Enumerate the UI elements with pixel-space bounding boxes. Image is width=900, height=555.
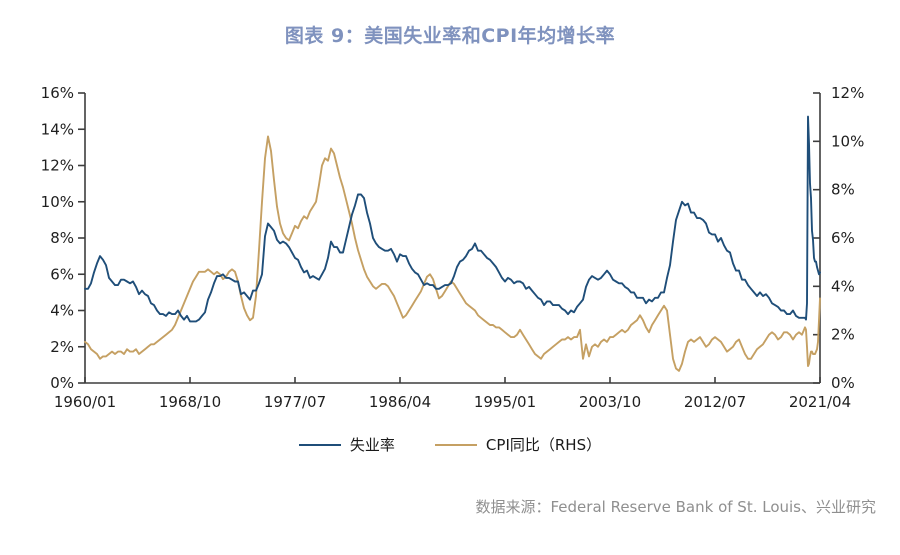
svg-text:16%: 16% bbox=[41, 84, 74, 102]
chart-title: 图表 9：美国失业率和CPI年均增长率 bbox=[284, 25, 616, 47]
svg-text:10%: 10% bbox=[831, 132, 864, 150]
series-lines bbox=[84, 115, 821, 372]
chart-axes bbox=[84, 93, 821, 384]
legend-item-unemployment: 失业率 bbox=[298, 434, 395, 455]
svg-text:2%: 2% bbox=[50, 338, 74, 356]
cpi-line-swatch bbox=[434, 443, 477, 446]
data-source-note: 数据来源：Federal Reserve Bank of St. Louis、兴… bbox=[475, 498, 876, 516]
svg-text:4%: 4% bbox=[50, 302, 74, 320]
svg-text:2012/07: 2012/07 bbox=[684, 393, 746, 411]
svg-text:12%: 12% bbox=[41, 157, 74, 175]
svg-text:1960/01: 1960/01 bbox=[54, 393, 116, 411]
cpi-legend-label: CPI同比（RHS） bbox=[485, 436, 602, 454]
unemployment-line bbox=[84, 115, 821, 323]
svg-text:14%: 14% bbox=[41, 120, 74, 138]
svg-text:8%: 8% bbox=[831, 181, 855, 199]
chart-legend: 失业率 CPI同比（RHS） bbox=[0, 434, 900, 455]
unemployment-line-swatch bbox=[298, 443, 341, 446]
svg-text:4%: 4% bbox=[831, 277, 855, 295]
axis-ticks bbox=[78, 92, 821, 384]
svg-text:8%: 8% bbox=[50, 229, 74, 247]
svg-text:2021/04: 2021/04 bbox=[789, 393, 851, 411]
svg-text:0%: 0% bbox=[831, 374, 855, 392]
cpi-line bbox=[84, 135, 821, 372]
axis-tick-labels: 0% 2% 4% 6% 8% 10% 12% 14% 16% 0% 2% 4% 6% 8% 10% 12% 19… bbox=[41, 84, 865, 411]
svg-text:1986/04: 1986/04 bbox=[369, 393, 431, 411]
svg-text:10%: 10% bbox=[41, 193, 74, 211]
svg-text:2003/10: 2003/10 bbox=[579, 393, 641, 411]
svg-text:6%: 6% bbox=[831, 229, 855, 247]
svg-text:1995/01: 1995/01 bbox=[474, 393, 536, 411]
unemployment-legend-label: 失业率 bbox=[349, 436, 395, 454]
svg-text:12%: 12% bbox=[831, 84, 864, 102]
svg-text:0%: 0% bbox=[50, 374, 74, 392]
svg-text:1968/10: 1968/10 bbox=[159, 393, 221, 411]
svg-text:6%: 6% bbox=[50, 265, 74, 283]
svg-text:2%: 2% bbox=[831, 326, 855, 344]
svg-text:1977/07: 1977/07 bbox=[264, 393, 326, 411]
legend-item-cpi: CPI同比（RHS） bbox=[434, 434, 602, 455]
